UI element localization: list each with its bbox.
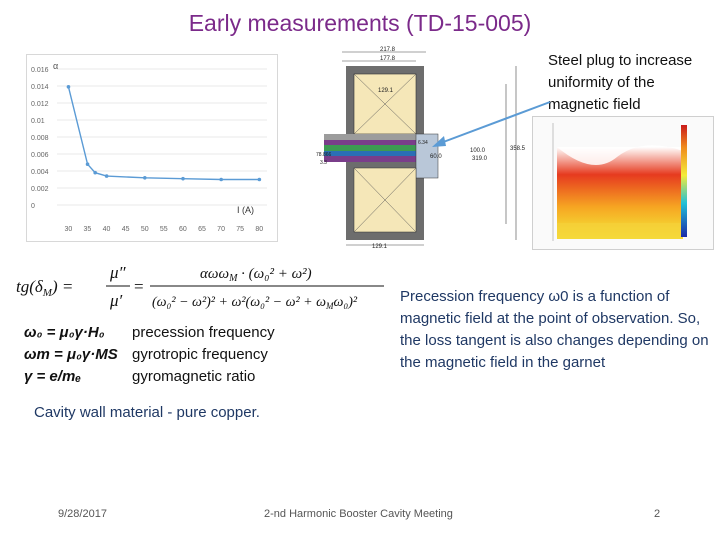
y-axis-label: α	[53, 61, 58, 71]
x-axis-label: I (A)	[237, 205, 254, 215]
cavity-svg: 217.8 177.8 129.1 6.34 78.866 3.3 60.0 1…	[316, 47, 526, 250]
y-tick-label: 0.006	[31, 152, 49, 159]
dim-bottom: 129.1	[372, 244, 388, 250]
dim-r2: 319.0	[472, 156, 488, 162]
def-meaning-1: gyrotropic frequency	[132, 346, 268, 363]
dim-left2: 3.3	[320, 160, 327, 166]
y-tick-label: 0.01	[31, 118, 45, 125]
loss-tangent-formula: tg(δM) = μ″ μ′ = αωωM · (ω₀² + ω²) (ω₀² …	[14, 254, 386, 316]
dim-inner: 129.1	[378, 88, 394, 94]
formula-lhs: tg(δ	[16, 277, 44, 296]
formula-svg: tg(δM) = μ″ μ′ = αωωM · (ω₀² + ω²) (ω₀² …	[16, 263, 384, 311]
y-tick-label: 0	[31, 203, 35, 210]
x-tick-label: 35	[84, 226, 92, 233]
footer-title: 2-nd Harmonic Booster Cavity Meeting	[264, 508, 453, 520]
dim-mid: 60.0	[430, 154, 442, 160]
alpha-data-point	[181, 176, 185, 181]
x-tick-label: 30	[64, 226, 72, 233]
dim-left1: 78.866	[316, 152, 332, 158]
def-symbol-2: γ = e/mₑ	[24, 368, 82, 385]
x-tick-labels: 30 35 40 45 50 55 60 65 70 75 80	[64, 226, 263, 233]
def-symbol-1: ωm = μ₀γ·MS	[24, 346, 118, 363]
definition-meanings: precession frequency gyrotropic frequenc…	[132, 322, 275, 388]
y-tick-label: 0.002	[31, 186, 49, 193]
alpha-data-point	[66, 85, 71, 89]
x-tick-label: 40	[103, 226, 111, 233]
frac2-numerator: αωωM · (ω₀² + ω²)	[200, 266, 312, 284]
middle-band-green	[324, 145, 416, 151]
definition-symbols: ω₀ = μ₀γ·H₀ ωm = μ₀γ·MS γ = e/mₑ	[24, 322, 118, 388]
alpha-chart-svg: 0 0.002 0.004 0.006 0.008 0.01 0.012 0.014 0.016…	[31, 61, 267, 233]
x-tick-label: 65	[198, 226, 206, 233]
alpha-data-point	[93, 170, 97, 175]
x-tick-label: 55	[160, 226, 168, 233]
formula-equals: =	[134, 277, 144, 296]
alpha-data-point	[219, 177, 223, 182]
footer-date: 9/28/2017	[58, 508, 107, 520]
precession-text: Precession frequency ω0 is a function of…	[400, 288, 709, 371]
chart-grid	[57, 68, 267, 206]
alpha-data-point	[104, 174, 109, 178]
x-tick-label: 50	[141, 226, 149, 233]
alpha-data-point	[143, 176, 147, 180]
cavity-wall-text: Cavity wall material - pure copper.	[34, 404, 260, 421]
y-tick-label: 0.012	[31, 101, 49, 108]
alpha-data-point	[257, 177, 262, 182]
y-tick-label: 0.014	[31, 84, 49, 91]
frac1-numerator: μ″	[109, 263, 127, 282]
def-meaning-2: gyromagnetic ratio	[132, 368, 256, 385]
middle-band-blue	[324, 151, 416, 156]
x-tick-label: 60	[179, 226, 187, 233]
field-map-plot	[532, 116, 714, 250]
x-tick-label: 80	[255, 226, 263, 233]
alpha-data-point	[85, 162, 90, 166]
middle-band-purple	[324, 140, 416, 145]
x-tick-label: 45	[122, 226, 130, 233]
note-arrow	[432, 101, 551, 147]
x-tick-label: 70	[217, 226, 225, 233]
frac2-denominator: (ω₀² − ω²)² + ω²(ω₀² − ω² + ωMω₀)²	[152, 295, 358, 311]
dim-top2: 177.8	[380, 56, 396, 62]
dim-r1: 100.0	[470, 148, 486, 154]
y-tick-label: 0.004	[31, 169, 49, 176]
y-tick-label: 0.016	[31, 67, 49, 74]
alpha-series-line	[67, 86, 260, 181]
def-symbol-0: ω₀ = μ₀γ·H₀	[24, 324, 105, 341]
svg-text:6.34: 6.34	[418, 140, 428, 146]
x-tick-label: 75	[236, 226, 244, 233]
y-tick-label: 0.008	[31, 135, 49, 142]
steel-plug	[415, 133, 439, 179]
dim-top1: 217.8	[380, 47, 396, 53]
alpha-chart: 0 0.002 0.004 0.006 0.008 0.01 0.012 0.014 0.016…	[26, 54, 278, 242]
dim-r3: 358.5	[510, 146, 526, 152]
cavity-drawing: 217.8 177.8 129.1 6.34 78.866 3.3 60.0 1…	[306, 44, 538, 250]
alpha-series-points	[66, 85, 262, 182]
slide-title: Early measurements (TD-15-005)	[188, 10, 532, 36]
field-map-colorbar	[681, 125, 687, 237]
def-meaning-0: precession frequency	[132, 324, 275, 341]
y-tick-labels: 0 0.002 0.004 0.006 0.008 0.01 0.012 0.014 0.016	[31, 67, 49, 210]
svg-text:tg(δM) =: tg(δM) =	[16, 277, 73, 299]
frac1-denominator: μ′	[109, 291, 123, 310]
field-map-svg	[552, 123, 687, 241]
steel-plug-note: Steel plug to increase uniformity of the…	[548, 52, 693, 113]
footer-page-number: 2	[654, 508, 661, 520]
